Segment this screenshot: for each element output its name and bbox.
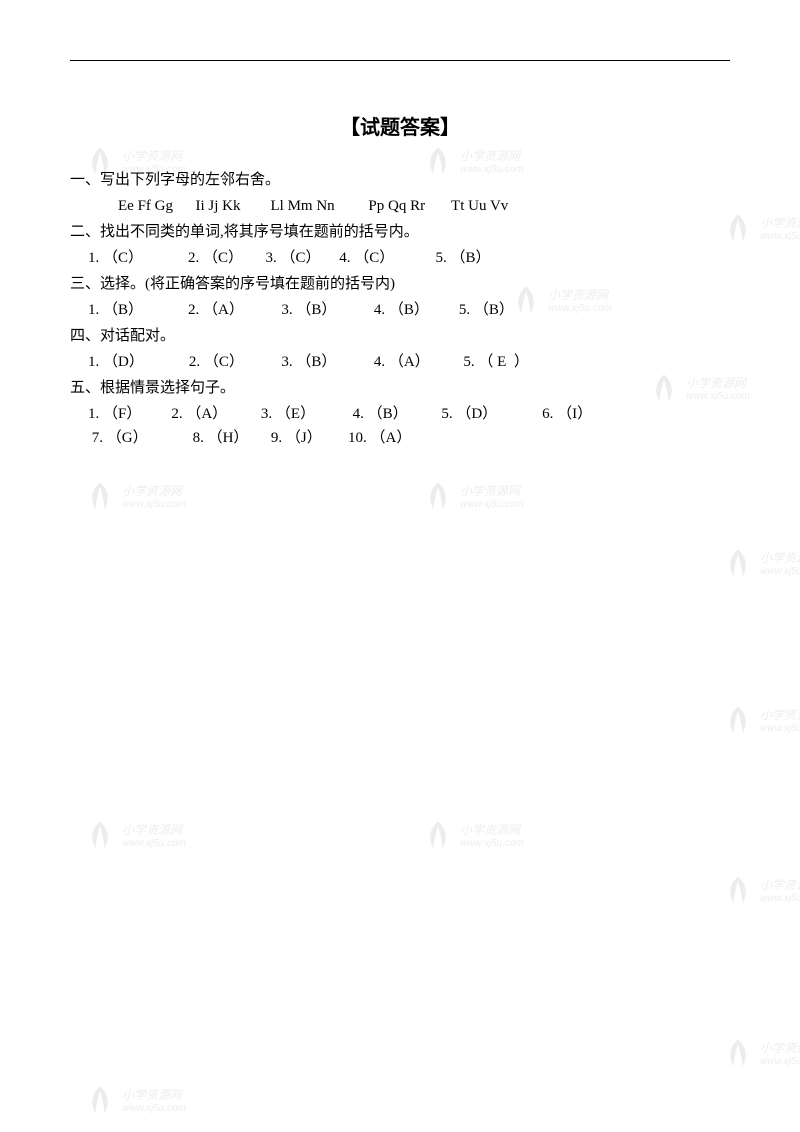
watermark-line2: www.xj5u.com — [760, 1056, 800, 1067]
watermark: 小学资源网 www.xj5u.com — [720, 872, 800, 908]
watermark-text: 小学资源网 www.xj5u.com — [760, 1039, 800, 1067]
watermark: 小学资源网 www.xj5u.com — [720, 702, 800, 738]
section-two-heading: 二、找出不同类的单词,将其序号填在题前的括号内。 — [70, 220, 730, 244]
leaf-icon — [720, 702, 756, 738]
watermark-line2: www.xj5u.com — [122, 838, 186, 849]
section-four-heading: 四、对话配对。 — [70, 324, 730, 348]
watermark-line2: www.xj5u.com — [760, 566, 800, 577]
watermark-text: 小学资源网 www.xj5u.com — [122, 821, 186, 849]
watermark-line2: www.xj5u.com — [760, 723, 800, 734]
section-one-letters: Ee Ff Gg Ii Jj Kk Ll Mm Nn Pp Qq Rr Tt U… — [70, 194, 730, 218]
watermark: 小学资源网 www.xj5u.com — [720, 545, 800, 581]
section-one-heading: 一、写出下列字母的左邻右舍。 — [70, 168, 730, 192]
leaf-icon — [720, 872, 756, 908]
watermark-line2: www.xj5u.com — [122, 1103, 186, 1114]
leaf-icon — [82, 817, 118, 853]
section-five-answers-line1: 1. （F） 2. （A） 3. （E） 4. （B） 5. （D） 6. （I… — [70, 402, 730, 426]
leaf-icon — [82, 1082, 118, 1118]
page-container: 【试题答案】 一、写出下列字母的左邻右舍。 Ee Ff Gg Ii Jj Kk … — [0, 0, 800, 490]
section-five-answers-line2: 7. （G） 8. （H） 9. （J） 10. （A） — [70, 426, 730, 450]
section-two-answers: 1. （C） 2. （C） 3. （C） 4. （C） 5. （B） — [70, 246, 730, 270]
leaf-icon — [720, 1035, 756, 1071]
watermark-line1: 小学资源网 — [760, 876, 800, 893]
watermark-text: 小学资源网 www.xj5u.com — [460, 821, 524, 849]
watermark-text: 小学资源网 www.xj5u.com — [760, 706, 800, 734]
watermark-line2: www.xj5u.com — [460, 838, 524, 849]
top-rule — [70, 60, 730, 61]
watermark-line1: 小学资源网 — [760, 706, 800, 723]
section-three-answers: 1. （B） 2. （A） 3. （B） 4. （B） 5. （B） — [70, 298, 730, 322]
watermark-line2: www.xj5u.com — [760, 893, 800, 904]
watermark-text: 小学资源网 www.xj5u.com — [122, 1086, 186, 1114]
watermark: 小学资源网 www.xj5u.com — [720, 1035, 800, 1071]
leaf-icon — [720, 545, 756, 581]
section-five-heading: 五、根据情景选择句子。 — [70, 376, 730, 400]
section-three-heading: 三、选择。(将正确答案的序号填在题前的括号内) — [70, 272, 730, 296]
watermark-line1: 小学资源网 — [760, 1039, 800, 1056]
watermark-line1: 小学资源网 — [760, 549, 800, 566]
content-area: 一、写出下列字母的左邻右舍。 Ee Ff Gg Ii Jj Kk Ll Mm N… — [70, 168, 730, 450]
watermark-line1: 小学资源网 — [460, 821, 524, 838]
watermark-line1: 小学资源网 — [122, 821, 186, 838]
leaf-icon — [420, 817, 456, 853]
watermark: 小学资源网 www.xj5u.com — [420, 817, 524, 853]
watermark: 小学资源网 www.xj5u.com — [82, 1082, 186, 1118]
page-title: 【试题答案】 — [70, 111, 730, 140]
watermark-line1: 小学资源网 — [122, 1086, 186, 1103]
watermark-line2: www.xj5u.com — [460, 499, 524, 510]
watermark-line2: www.xj5u.com — [122, 499, 186, 510]
watermark-text: 小学资源网 www.xj5u.com — [760, 876, 800, 904]
watermark-text: 小学资源网 www.xj5u.com — [760, 549, 800, 577]
section-four-answers: 1. （D） 2. （C） 3. （B） 4. （A） 5. （ E ） — [70, 350, 730, 374]
watermark: 小学资源网 www.xj5u.com — [82, 817, 186, 853]
